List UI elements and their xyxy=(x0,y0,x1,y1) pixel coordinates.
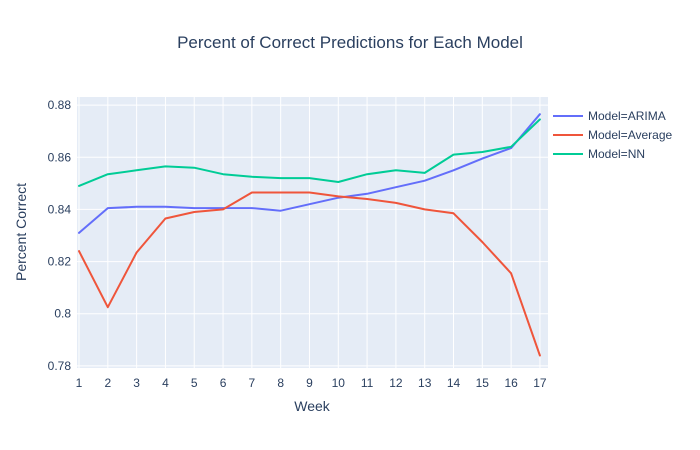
legend-item-label: Model=ARIMA xyxy=(588,108,666,123)
x-tick-label: 6 xyxy=(220,376,227,390)
y-tick-label: 0.8 xyxy=(54,307,71,321)
x-tick-label: 13 xyxy=(418,376,432,390)
x-tick-label: 15 xyxy=(476,376,490,390)
legend: Model=ARIMA Model=Average Model=NN xyxy=(553,106,672,163)
y-tick-label: 0.84 xyxy=(48,202,72,216)
legend-item-label: Model=Average xyxy=(588,127,673,142)
y-axis-title: Percent Correct xyxy=(13,182,29,282)
x-tick-label: 9 xyxy=(306,376,313,390)
x-tick-label: 5 xyxy=(191,376,198,390)
legend-item-label: Model=NN xyxy=(588,146,646,161)
x-tick-label: 12 xyxy=(389,376,403,390)
x-tick-label: 7 xyxy=(249,376,256,390)
legend-item-average[interactable]: Model=Average xyxy=(553,125,672,144)
y-tick-label: 0.88 xyxy=(48,98,72,112)
x-tick-label: 17 xyxy=(533,376,547,390)
legend-line-swatch xyxy=(553,152,583,155)
legend-item-nn[interactable]: Model=NN xyxy=(553,144,672,163)
legend-line-swatch xyxy=(553,133,583,136)
series-line-arima xyxy=(78,113,541,234)
x-tick-label: 2 xyxy=(104,376,111,390)
plot-background xyxy=(77,97,548,368)
x-tick-label: 8 xyxy=(277,376,284,390)
legend-item-arima[interactable]: Model=ARIMA xyxy=(553,106,672,125)
x-tick-label: 1 xyxy=(76,376,83,390)
y-tick-label: 0.82 xyxy=(48,255,72,269)
y-tick-label: 0.78 xyxy=(48,359,72,373)
x-tick-label: 4 xyxy=(162,376,169,390)
x-tick-label: 10 xyxy=(332,376,346,390)
series-line-nn xyxy=(78,118,541,187)
series-line-average xyxy=(78,191,541,357)
x-tick-label: 11 xyxy=(361,376,374,390)
legend-line-swatch xyxy=(553,114,583,117)
x-tick-label: 3 xyxy=(133,376,140,390)
x-axis-title: Week xyxy=(294,398,330,414)
x-tick-label: 14 xyxy=(447,376,461,390)
chart-title: Percent of Correct Predictions for Each … xyxy=(177,33,523,52)
x-tick-label: 16 xyxy=(504,376,518,390)
y-tick-label: 0.86 xyxy=(48,150,72,164)
